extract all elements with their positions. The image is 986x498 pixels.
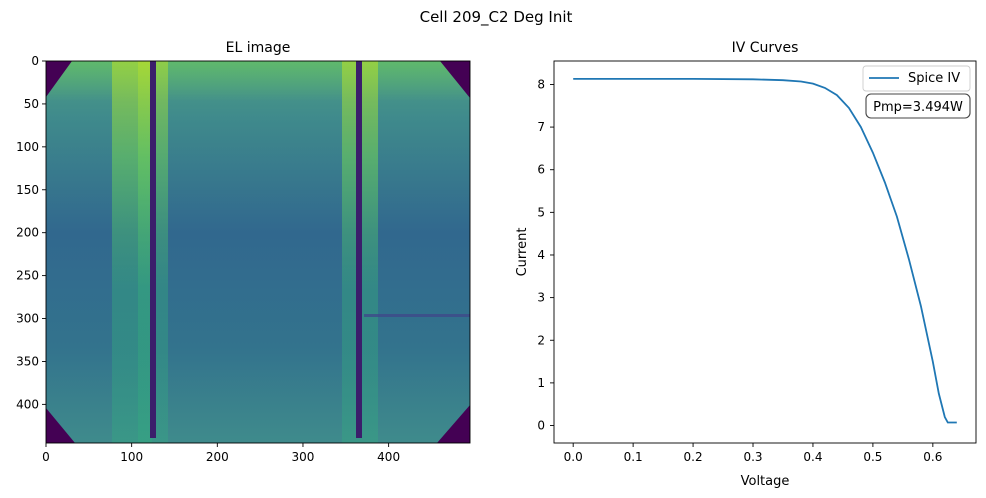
iv-y-tick-label: 3 bbox=[537, 291, 545, 305]
iv-x-tick-label: 0.3 bbox=[743, 450, 762, 464]
busbar-right bbox=[356, 61, 362, 438]
el-y-axis: 0 50 100 150 200 250 300 350 400 bbox=[16, 54, 46, 411]
iv-y-tick-label: 7 bbox=[537, 120, 545, 134]
iv-x-tick-label: 0.5 bbox=[863, 450, 882, 464]
legend-label: Spice IV bbox=[908, 71, 960, 86]
iv-y-axis: 0 1 2 3 4 5 6 7 8 bbox=[537, 77, 554, 433]
iv-y-tick-label: 2 bbox=[537, 333, 545, 347]
iv-curves-panel: IV Curves 0.0 0.1 0.2 0.3 0.4 0.5 0.6 0 1 2 3 4 5 6 7… bbox=[515, 40, 977, 489]
iv-x-tick-label: 0.4 bbox=[803, 450, 822, 464]
figure-suptitle: Cell 209_C2 Deg Init bbox=[420, 8, 573, 27]
busbar-left bbox=[150, 61, 156, 438]
el-image bbox=[46, 61, 470, 443]
iv-y-tick-label: 8 bbox=[537, 77, 545, 91]
iv-y-tick-label: 4 bbox=[537, 248, 545, 262]
iv-x-tick-label: 0.2 bbox=[684, 450, 703, 464]
el-image-title: EL image bbox=[226, 40, 291, 56]
iv-legend: Spice IV bbox=[862, 65, 971, 92]
corner-bottom-right bbox=[437, 405, 470, 443]
el-x-tick-label: 400 bbox=[377, 450, 400, 464]
el-y-tick-label: 250 bbox=[16, 269, 39, 283]
el-x-axis: 0 100 200 300 400 bbox=[42, 443, 400, 464]
pmp-annotation-text: Pmp=3.494W bbox=[873, 100, 963, 115]
corner-top-right bbox=[440, 61, 470, 98]
el-y-tick-label: 50 bbox=[24, 97, 39, 111]
iv-y-tick-label: 1 bbox=[537, 376, 545, 390]
iv-plot-frame bbox=[553, 60, 977, 444]
el-image-panel: EL image 0 100 200 300 400 0 50 100 150 200 250 30… bbox=[16, 40, 471, 464]
iv-y-tick-label: 5 bbox=[537, 205, 545, 219]
pmp-annotation: Pmp=3.494W bbox=[865, 93, 971, 119]
el-y-tick-label: 150 bbox=[16, 183, 39, 197]
iv-y-tick-label: 6 bbox=[537, 163, 545, 177]
el-y-tick-label: 0 bbox=[31, 54, 39, 68]
el-y-tick-label: 350 bbox=[16, 354, 39, 368]
iv-title: IV Curves bbox=[732, 40, 799, 56]
el-y-tick-label: 100 bbox=[16, 140, 39, 154]
el-y-tick-label: 300 bbox=[16, 312, 39, 326]
corner-top-left bbox=[46, 61, 72, 97]
iv-series-line bbox=[573, 78, 957, 424]
el-x-tick-label: 200 bbox=[206, 450, 229, 464]
iv-x-tick-label: 0.0 bbox=[564, 450, 583, 464]
crack-line bbox=[364, 314, 470, 317]
el-x-tick-label: 0 bbox=[42, 450, 50, 464]
iv-x-tick-label: 0.6 bbox=[923, 450, 942, 464]
busbar-glow-left-inner bbox=[112, 61, 152, 443]
corner-bottom-left bbox=[46, 408, 75, 443]
iv-ylabel: Current bbox=[515, 228, 530, 277]
el-y-tick-label: 400 bbox=[16, 397, 39, 411]
el-x-tick-label: 100 bbox=[120, 450, 143, 464]
iv-xlabel: Voltage bbox=[741, 474, 790, 489]
iv-y-tick-label: 0 bbox=[537, 419, 545, 433]
el-x-tick-label: 300 bbox=[292, 450, 315, 464]
iv-x-axis: 0.0 0.1 0.2 0.3 0.4 0.5 0.6 bbox=[564, 443, 942, 464]
iv-x-tick-label: 0.1 bbox=[624, 450, 643, 464]
el-y-tick-label: 200 bbox=[16, 226, 39, 240]
